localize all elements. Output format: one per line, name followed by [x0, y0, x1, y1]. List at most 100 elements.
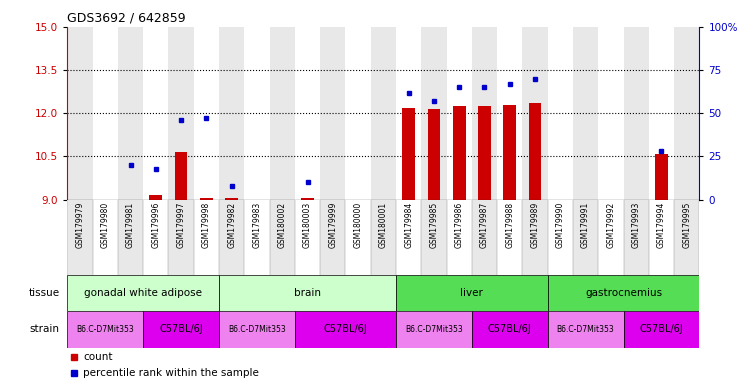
Text: brain: brain: [294, 288, 321, 298]
Bar: [143, 200, 168, 275]
Text: GSM179993: GSM179993: [631, 202, 641, 248]
Bar: [573, 27, 598, 200]
Text: GSM179996: GSM179996: [151, 202, 160, 248]
Bar: [295, 311, 396, 348]
Text: C57BL/6J: C57BL/6J: [488, 324, 532, 334]
Text: GSM179980: GSM179980: [101, 202, 110, 248]
Text: GSM179992: GSM179992: [607, 202, 616, 248]
Text: GSM179989: GSM179989: [530, 202, 539, 248]
Text: GSM179982: GSM179982: [227, 202, 236, 248]
Text: gastrocnemius: gastrocnemius: [585, 288, 662, 298]
Bar: [674, 200, 699, 275]
Bar: [269, 27, 295, 200]
Text: GSM179999: GSM179999: [328, 202, 337, 248]
Bar: [497, 27, 522, 200]
Bar: [655, 154, 668, 200]
Bar: [649, 27, 674, 200]
Text: GSM179995: GSM179995: [682, 202, 691, 248]
Bar: [428, 109, 441, 200]
Text: B6.C-D7Mit353: B6.C-D7Mit353: [228, 325, 286, 334]
Bar: [194, 200, 219, 275]
Bar: [548, 311, 624, 348]
Text: count: count: [83, 352, 113, 362]
Bar: [522, 200, 548, 275]
Bar: [447, 200, 472, 275]
Text: B6.C-D7Mit353: B6.C-D7Mit353: [76, 325, 134, 334]
Text: GSM179988: GSM179988: [505, 202, 515, 248]
Bar: [497, 200, 522, 275]
Text: GSM179997: GSM179997: [177, 202, 186, 248]
Text: GSM179981: GSM179981: [126, 202, 135, 248]
Bar: [522, 27, 548, 200]
Bar: [346, 200, 371, 275]
Bar: [447, 27, 472, 200]
Bar: [245, 27, 269, 200]
Bar: [396, 27, 421, 200]
Text: B6.C-D7Mit353: B6.C-D7Mit353: [557, 325, 615, 334]
Bar: [168, 27, 194, 200]
Bar: [168, 200, 194, 275]
Text: C57BL/6J: C57BL/6J: [640, 324, 684, 334]
Text: GSM180002: GSM180002: [278, 202, 286, 248]
Text: GSM179998: GSM179998: [202, 202, 211, 248]
Bar: [320, 200, 346, 275]
Bar: [674, 27, 699, 200]
Bar: [396, 200, 421, 275]
Bar: [219, 311, 295, 348]
Bar: [320, 27, 346, 200]
Bar: [421, 200, 447, 275]
Bar: [118, 27, 143, 200]
Bar: [93, 200, 118, 275]
Bar: [67, 275, 219, 311]
Text: GSM179984: GSM179984: [404, 202, 413, 248]
Bar: [219, 200, 245, 275]
Text: GSM180001: GSM180001: [378, 202, 388, 248]
Bar: [200, 198, 212, 200]
Bar: [478, 106, 491, 200]
Bar: [295, 27, 320, 200]
Text: gonadal white adipose: gonadal white adipose: [85, 288, 202, 298]
Bar: [371, 27, 396, 200]
Bar: [301, 198, 314, 200]
Bar: [598, 200, 624, 275]
Bar: [150, 195, 162, 200]
Bar: [269, 200, 295, 275]
Bar: [624, 200, 649, 275]
Bar: [472, 200, 497, 275]
Bar: [598, 27, 624, 200]
Text: B6.C-D7Mit353: B6.C-D7Mit353: [405, 325, 463, 334]
Text: percentile rank within the sample: percentile rank within the sample: [83, 368, 259, 378]
Bar: [67, 311, 143, 348]
Bar: [402, 108, 415, 200]
Text: GSM179991: GSM179991: [581, 202, 590, 248]
Bar: [143, 27, 168, 200]
Bar: [219, 275, 396, 311]
Text: GSM179986: GSM179986: [455, 202, 464, 248]
Text: GSM179983: GSM179983: [252, 202, 262, 248]
Bar: [548, 200, 573, 275]
Bar: [93, 27, 118, 200]
Bar: [421, 27, 447, 200]
Bar: [67, 200, 93, 275]
Text: tissue: tissue: [28, 288, 60, 298]
Bar: [245, 200, 269, 275]
Text: liver: liver: [461, 288, 483, 298]
Text: C57BL/6J: C57BL/6J: [159, 324, 203, 334]
Bar: [371, 200, 396, 275]
Bar: [295, 200, 320, 275]
Text: GSM180003: GSM180003: [303, 202, 312, 248]
Text: GDS3692 / 642859: GDS3692 / 642859: [67, 12, 186, 25]
Bar: [453, 106, 465, 200]
Bar: [396, 311, 472, 348]
Bar: [67, 27, 93, 200]
Bar: [143, 311, 219, 348]
Bar: [194, 27, 219, 200]
Bar: [624, 311, 699, 348]
Bar: [649, 200, 674, 275]
Text: GSM179985: GSM179985: [429, 202, 438, 248]
Text: strain: strain: [30, 324, 60, 334]
Text: C57BL/6J: C57BL/6J: [324, 324, 367, 334]
Bar: [624, 27, 649, 200]
Bar: [472, 311, 548, 348]
Bar: [548, 275, 699, 311]
